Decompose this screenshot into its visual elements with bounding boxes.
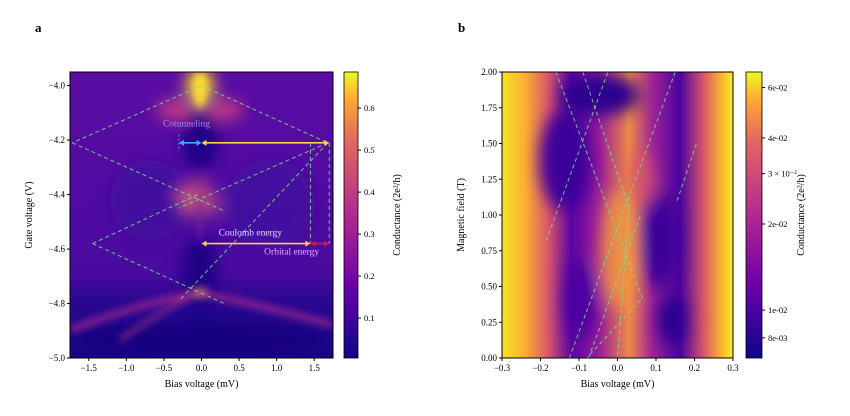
arrow-head xyxy=(178,139,184,146)
guide-line xyxy=(178,142,329,302)
x-tick-label: 1.0 xyxy=(271,363,283,373)
colorbar-tick-label: 6e-02 xyxy=(768,83,787,93)
y-tick-label: 0.75 xyxy=(481,246,497,256)
guide-line xyxy=(676,143,697,201)
heatmap-a xyxy=(70,72,333,358)
annotation: Orbital energy xyxy=(264,247,319,257)
y-tick-label: −4.0 xyxy=(49,81,66,91)
colorbar-b xyxy=(745,71,763,359)
panel-label-b: b xyxy=(458,20,466,35)
x-tick-label: 0.2 xyxy=(689,363,700,373)
colorbar-tick-label: 0.5 xyxy=(364,145,375,155)
colorbar-label: Conductance (2e²/h) xyxy=(796,174,807,256)
arrow-head xyxy=(305,240,311,247)
colorbar-tick-label: 1e-02 xyxy=(768,305,787,315)
x-tick-label: 0.5 xyxy=(233,363,245,373)
y-tick-label: −4.8 xyxy=(49,299,66,309)
y-tick-label: −4.6 xyxy=(49,244,66,254)
colorbar-ticks-b: 8e-03 1e-02 2e-02 3 × 10⁻² 4e-02 6e-02 Conduct… xyxy=(762,83,807,343)
x-tick-label: −0.1 xyxy=(571,363,587,373)
arrow-head xyxy=(201,240,207,247)
guide-line xyxy=(588,214,642,359)
colorbar-tick-label: 2e-02 xyxy=(768,219,787,229)
guide-line xyxy=(92,194,198,245)
annotation: Coulomb energy xyxy=(219,228,283,238)
x-tick-label: 0.1 xyxy=(650,363,661,373)
y-tick-label: −5.0 xyxy=(49,353,66,363)
colorbar-tick-label: 0.2 xyxy=(364,271,375,281)
y-axis-label: Magnetic field (T) xyxy=(456,178,467,252)
colorbar-tick-label: 8e-03 xyxy=(768,333,787,343)
y-tick-label: 1.75 xyxy=(481,103,497,113)
arrow-head xyxy=(310,240,316,247)
x-tick-label: 0.3 xyxy=(727,363,739,373)
overlay-b xyxy=(545,71,697,359)
axes-b: −0.3 −0.2 −0.1 0.0 0.1 0.2 0.3 0.00 0.25 0.50 0.75… xyxy=(456,67,739,390)
x-axis-label: Bias voltage (mV) xyxy=(165,379,239,390)
colorbar-tick-label: 0.3 xyxy=(364,229,375,239)
x-tick-label: −1.5 xyxy=(81,363,98,373)
axes-a: −1.5 −1.0 −0.5 0.0 0.5 1.0 1.5 −5.0 −4.8 −4.6 −4.4… xyxy=(24,81,320,390)
x-tick-label: 0.0 xyxy=(196,363,208,373)
x-tick-label: −1.0 xyxy=(118,363,135,373)
x-axis-label: Bias voltage (mV) xyxy=(581,379,655,390)
guide-line xyxy=(201,85,328,144)
arrow-head xyxy=(201,139,207,146)
guide-line xyxy=(545,71,609,241)
guide-line xyxy=(72,85,202,144)
heatmap-b xyxy=(502,72,733,358)
guide-line xyxy=(178,142,328,209)
arrow-head xyxy=(196,139,202,146)
x-tick-label: −0.5 xyxy=(156,363,173,373)
y-tick-label: 1.00 xyxy=(481,210,497,220)
overlay-a: Cotunneling Coulomb energy Orbital energy xyxy=(72,85,330,304)
colorbar-tick-label: 0.4 xyxy=(364,187,375,197)
colorbar-a xyxy=(343,71,359,359)
guide-line xyxy=(555,71,644,359)
y-tick-label: −4.2 xyxy=(49,135,65,145)
guide-line xyxy=(568,71,676,359)
y-tick-label: 2.00 xyxy=(481,67,497,77)
annotation: Cotunneling xyxy=(163,119,210,129)
colorbar-ticks-a: 0.1 0.2 0.3 0.4 0.5 0.6 Conductance (2e²/h) xyxy=(358,103,403,323)
arrow-head xyxy=(324,240,330,247)
guide-line xyxy=(582,71,630,359)
y-tick-label: 0.00 xyxy=(481,353,497,363)
y-tick-label: 1.50 xyxy=(481,139,497,149)
y-tick-label: 1.25 xyxy=(481,174,497,184)
colorbar-tick-label: 4e-02 xyxy=(768,133,787,143)
arrow-head xyxy=(324,139,330,146)
guide-line xyxy=(92,243,225,304)
colorbar-label: Conductance (2e²/h) xyxy=(392,174,403,256)
x-tick-label: −0.3 xyxy=(494,363,511,373)
x-tick-label: 1.5 xyxy=(309,363,321,373)
panel-label-a: a xyxy=(35,20,42,35)
y-tick-label: −4.4 xyxy=(49,190,66,200)
colorbar-tick-label: 0.1 xyxy=(364,313,375,323)
x-tick-label: −0.2 xyxy=(532,363,548,373)
x-tick-label: 0.0 xyxy=(612,363,624,373)
y-axis-label: Gate voltage (V) xyxy=(24,181,35,248)
y-tick-label: 0.50 xyxy=(481,282,497,292)
y-tick-label: 0.25 xyxy=(481,317,497,327)
colorbar-tick-label: 3 × 10⁻² xyxy=(768,169,797,179)
colorbar-tick-label: 0.6 xyxy=(364,103,375,113)
